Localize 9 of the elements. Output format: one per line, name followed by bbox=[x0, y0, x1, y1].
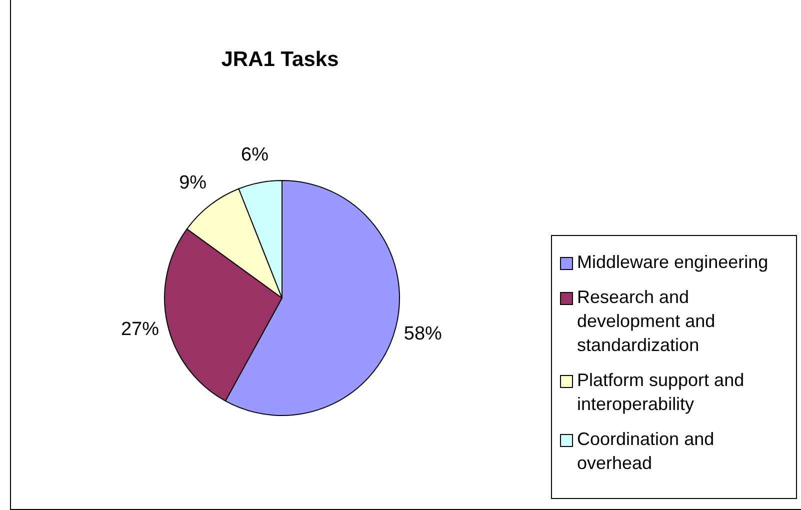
data-label: 6% bbox=[241, 144, 269, 166]
data-label: 27% bbox=[120, 318, 160, 340]
data-label: 58% bbox=[404, 323, 442, 344]
legend-label: Research and development and standardization bbox=[577, 286, 716, 357]
legend-label: Platform support and interoperability bbox=[577, 369, 746, 416]
chart-title: JRA1 Tasks bbox=[220, 48, 340, 72]
legend-label: Coordination and overhead bbox=[577, 428, 716, 475]
legend-label: Middleware engineering bbox=[577, 251, 768, 274]
data-label: 9% bbox=[179, 172, 207, 194]
